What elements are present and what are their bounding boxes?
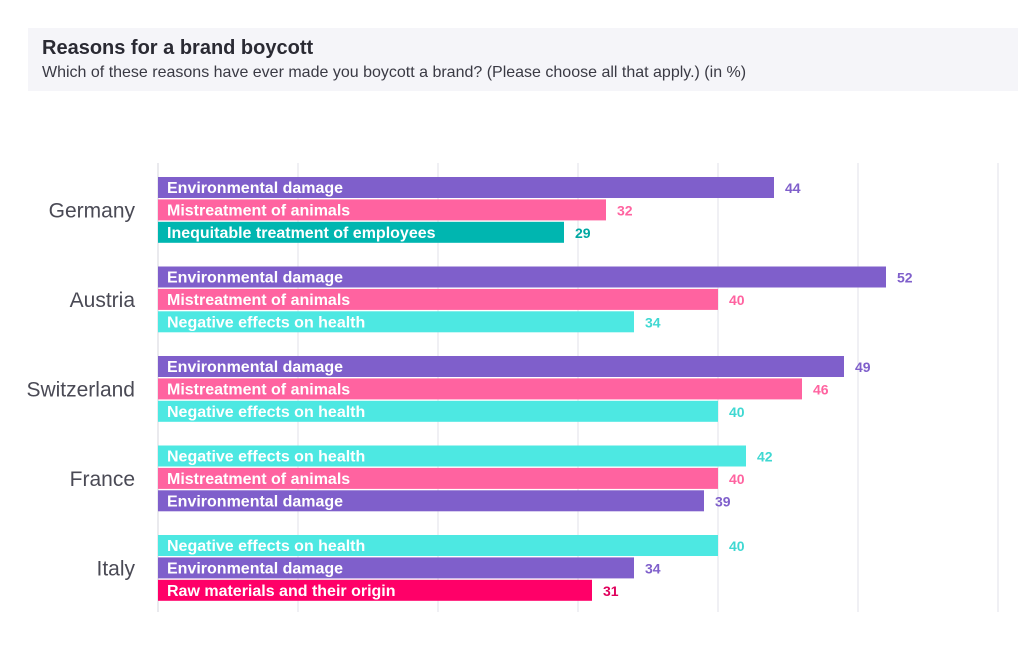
bar-label: Environmental damage [167,493,343,510]
bar-label: Mistreatment of animals [167,471,350,488]
bar [158,400,718,422]
value-label: 40 [729,404,745,420]
value-label: 46 [813,381,829,397]
chart-subtitle: Which of these reasons have ever made yo… [42,64,747,81]
country-label: Austria [70,289,136,312]
value-label: 29 [575,225,591,241]
bar-label: Negative effects on health [167,404,365,421]
bar [158,490,704,512]
bar-label: Negative effects on health [167,449,365,466]
value-label: 32 [617,202,633,218]
bar-label: Environmental damage [167,180,343,197]
country-label: Italy [96,558,135,581]
bar [158,535,718,556]
bar [158,177,774,198]
value-label: 34 [645,560,661,576]
value-label: 40 [729,538,745,554]
value-label: 34 [645,314,661,330]
country-label: France [70,468,135,491]
value-label: 49 [855,359,871,375]
country-label: Germany [49,200,136,223]
value-label: 31 [603,583,619,599]
bar-label: Raw materials and their origin [167,583,396,600]
chart-title: Reasons for a brand boycott [42,37,314,59]
bar [158,221,564,243]
bar [158,199,606,221]
bar-label: Mistreatment of animals [167,381,350,398]
bar-label: Environmental damage [167,560,343,577]
country-label: Switzerland [26,379,135,402]
bar [158,378,802,400]
bar-label: Negative effects on health [167,314,365,331]
bar [158,557,634,579]
bar [158,288,718,310]
bar [158,311,634,333]
bar [158,266,886,288]
bar-label: Mistreatment of animals [167,292,350,309]
bar [158,579,592,601]
bar-label: Inequitable treatment of employees [167,225,436,242]
bar [158,356,844,377]
value-label: 52 [897,270,913,286]
value-label: 44 [785,180,801,196]
bar [158,445,746,467]
bar-label: Mistreatment of animals [167,202,350,219]
bar-label: Environmental damage [167,270,343,287]
bar-label: Environmental damage [167,359,343,376]
bar-label: Negative effects on health [167,538,365,555]
value-label: 40 [729,292,745,308]
value-label: 39 [715,493,731,509]
bar [158,467,718,489]
value-label: 40 [729,471,745,487]
value-label: 42 [757,449,773,465]
chart-header: Reasons for a brand boycott Which of the… [28,28,1018,91]
